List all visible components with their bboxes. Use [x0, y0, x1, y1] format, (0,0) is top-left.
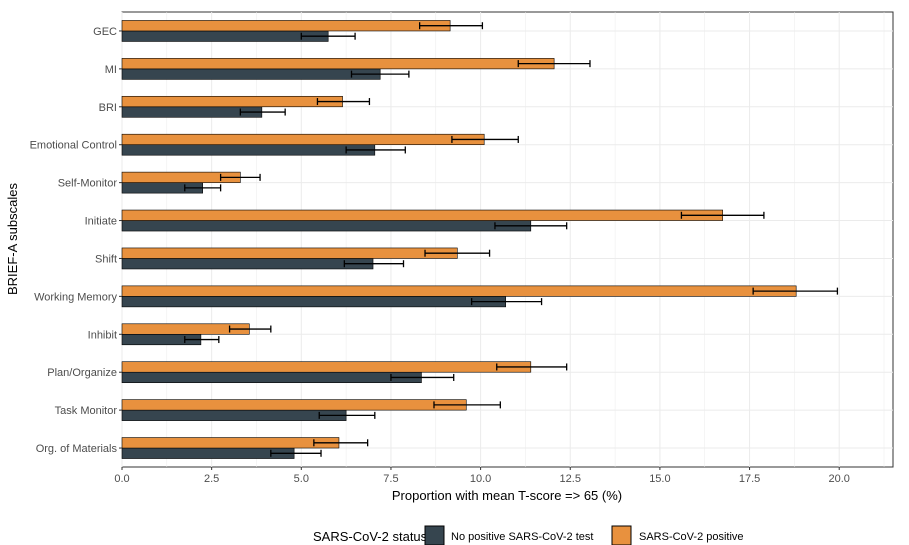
x-tick-label: 2.5 — [204, 473, 219, 485]
legend-label-no-positive: No positive SARS-CoV-2 test — [451, 531, 593, 543]
bar-positive — [121, 95, 343, 108]
bar-positive — [121, 399, 467, 411]
legend: SARS-CoV-2 status: No positive SARS-CoV-… — [313, 525, 744, 545]
y-tick-label: Shift — [95, 253, 117, 265]
legend-label-positive: SARS-CoV-2 positive — [639, 531, 744, 543]
legend-title: SARS-CoV-2 status: — [313, 529, 431, 544]
bars — [121, 20, 797, 459]
y-tick-label: Self-Monitor — [58, 178, 118, 190]
x-axis-title: Proportion with mean T-score => 65 (%) — [392, 488, 622, 503]
plot-panel — [121, 11, 894, 468]
y-tick-label: Inhibit — [88, 329, 117, 341]
bar-no-positive — [121, 144, 376, 156]
bar-positive — [121, 285, 797, 297]
y-tick-label: Working Memory — [34, 291, 117, 303]
y-tick-label: GEC — [93, 26, 117, 38]
error-bars — [184, 22, 839, 457]
y-tick-label: BRI — [99, 102, 117, 114]
x-tick-label: 0.0 — [114, 473, 129, 485]
legend-swatch-positive — [611, 525, 632, 545]
x-tick-label: 20.0 — [828, 473, 849, 485]
y-tick-label: Emotional Control — [30, 140, 117, 152]
bar-positive — [121, 133, 485, 146]
y-axis-title: BRIEF-A subscales — [5, 183, 20, 295]
bar-positive — [121, 209, 723, 221]
bar-no-positive — [121, 220, 532, 232]
x-tick-label: 17.5 — [739, 473, 760, 485]
legend-swatch-no-positive — [424, 525, 445, 545]
y-tick-label: Org. of Materials — [36, 443, 118, 455]
x-tick-labels: 0.0 2.5 5.0 7.5 10.0 12.5 15.0 17.5 20.0 — [114, 467, 850, 485]
y-tick-label: Plan/Organize — [47, 367, 117, 379]
y-tick-labels: GEC MI BRI Emotional Control Self-Monitor Ini… — [30, 26, 122, 455]
bar-positive — [121, 20, 451, 32]
x-tick-label: 7.5 — [383, 473, 398, 485]
y-tick-label: Initiate — [85, 216, 117, 228]
bar-no-positive — [121, 296, 507, 308]
x-tick-label: 5.0 — [294, 473, 309, 485]
bar-positive — [121, 361, 532, 373]
bar-positive — [121, 437, 340, 449]
bar-positive — [121, 58, 555, 70]
bar-no-positive — [121, 371, 422, 384]
bar-positive — [121, 247, 458, 259]
bar-no-positive — [121, 258, 374, 270]
bar-no-positive — [121, 409, 347, 421]
x-tick-label: 10.0 — [470, 473, 491, 485]
x-tick-label: 12.5 — [560, 473, 581, 485]
x-tick-label: 15.0 — [649, 473, 670, 485]
y-tick-label: Task Monitor — [55, 405, 118, 417]
bar-no-positive — [121, 68, 381, 80]
bar-no-positive — [121, 447, 295, 459]
bar-no-positive — [121, 30, 329, 42]
grid-lines — [121, 12, 893, 467]
y-tick-label: MI — [105, 64, 117, 76]
